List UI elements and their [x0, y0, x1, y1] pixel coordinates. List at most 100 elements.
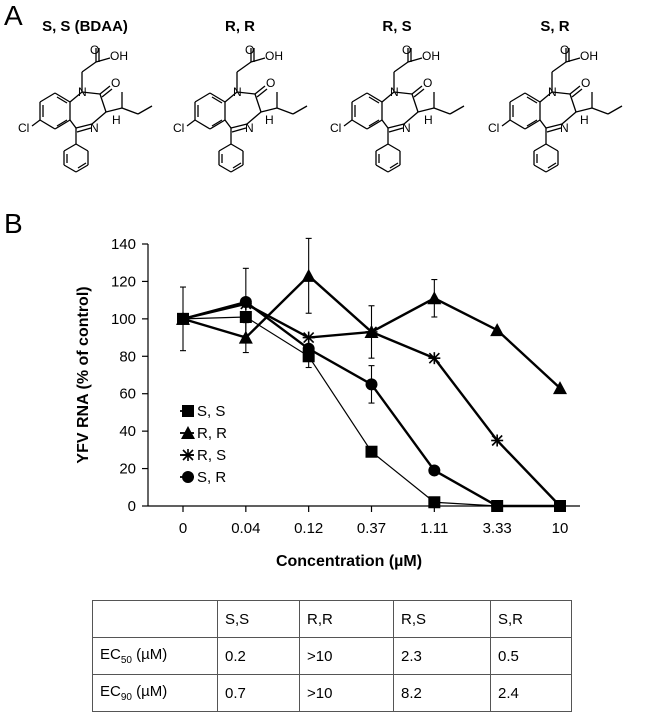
- bond: [539, 119, 547, 129]
- bond: [411, 93, 419, 113]
- atom-labels: N O O OH N Cl H: [330, 43, 440, 135]
- bond: [387, 164, 401, 173]
- bond: [256, 88, 268, 98]
- x-tick-label: 0: [179, 520, 187, 537]
- bond: [105, 107, 123, 113]
- bond: [224, 119, 232, 129]
- structure-title: R, S: [382, 18, 412, 35]
- ec-subscript: 50: [120, 655, 132, 666]
- table-header-cell: [92, 600, 218, 638]
- bonds: [31, 48, 153, 173]
- atom-label: O: [111, 76, 120, 90]
- bond: [224, 91, 238, 103]
- bond: [137, 105, 153, 115]
- bond: [545, 123, 563, 129]
- bond: [561, 111, 577, 125]
- table-header-row: S,S R,R R,S S,R: [92, 600, 572, 638]
- legend-marker: [182, 449, 194, 461]
- table-header-cell: S,S: [217, 600, 300, 638]
- atom-label: N: [78, 85, 87, 99]
- data-point: [427, 291, 442, 305]
- row-label: EC50 (µM): [92, 637, 218, 675]
- bond: [186, 119, 196, 127]
- bond: [56, 119, 68, 127]
- bond: [366, 92, 383, 103]
- atom-labels: N O O OH N Cl H: [18, 43, 128, 135]
- molecule-drawing: N O O OH N Cl H: [488, 43, 623, 173]
- bond: [366, 119, 383, 130]
- data-point: [428, 464, 441, 477]
- atom-label: H: [424, 113, 433, 127]
- bond: [413, 88, 425, 98]
- panel-a-letter: A: [4, 0, 23, 31]
- bond: [121, 107, 139, 115]
- bond: [69, 119, 77, 129]
- bond: [231, 127, 247, 133]
- bond: [211, 119, 223, 127]
- y-axis-label: YFV RNA (% of control): [75, 286, 92, 463]
- y-tick-label: 20: [119, 461, 136, 478]
- data-point: [177, 312, 189, 325]
- bond: [232, 162, 242, 169]
- bond: [533, 143, 547, 152]
- bond: [91, 111, 107, 125]
- atom-label: N: [548, 85, 557, 99]
- data-point: [491, 500, 504, 512]
- bond: [387, 143, 401, 152]
- bond: [351, 119, 368, 130]
- bond: [545, 143, 559, 152]
- x-tick-label: 10: [552, 520, 569, 537]
- bond: [254, 93, 262, 113]
- bond: [254, 85, 266, 95]
- bond: [250, 57, 266, 63]
- bond: [388, 127, 404, 133]
- bond: [77, 162, 87, 169]
- data-point: [302, 331, 315, 344]
- bond: [54, 119, 71, 130]
- bond: [81, 61, 97, 73]
- structure-title: S, S (BDAA): [42, 18, 128, 35]
- ec-label: EC: [100, 646, 121, 663]
- legend-label: R, S: [197, 447, 226, 464]
- bond: [276, 107, 294, 115]
- bond: [95, 57, 111, 63]
- atom-label: O: [581, 76, 590, 90]
- atom-label: N: [560, 121, 569, 135]
- atom-label: N: [233, 85, 242, 99]
- atom-label: N: [390, 85, 399, 99]
- atom-label: OH: [265, 49, 283, 63]
- bond: [547, 162, 557, 169]
- table-row: EC50 (µM) 0.2 >10 2.3 0.5: [92, 637, 572, 675]
- bond: [246, 111, 262, 125]
- bond: [230, 143, 244, 152]
- atom-label: Cl: [18, 121, 29, 135]
- atom-label: N: [90, 121, 99, 135]
- y-tick-label: 0: [128, 498, 136, 515]
- bond: [387, 123, 405, 129]
- data-point: [365, 445, 378, 458]
- bond: [381, 119, 389, 129]
- bond: [381, 91, 395, 103]
- atom-label: OH: [580, 49, 598, 63]
- bond: [194, 92, 211, 103]
- data-point: [491, 434, 504, 447]
- bond: [81, 91, 101, 95]
- atom-label: N: [245, 121, 254, 135]
- y-tick-label: 80: [119, 348, 136, 365]
- bond: [351, 92, 368, 103]
- bond: [449, 105, 465, 115]
- bond: [292, 105, 308, 115]
- data-point: [365, 378, 378, 391]
- bond: [39, 92, 56, 103]
- legend-label: R, R: [197, 425, 227, 442]
- structure-title: R, R: [225, 18, 255, 35]
- x-tick-label: 3.33: [483, 520, 512, 537]
- molecule-drawing: N O O OH N Cl H: [173, 43, 308, 173]
- atom-label: Cl: [173, 121, 184, 135]
- series-4: [177, 267, 566, 512]
- x-tick-label: 0.37: [357, 520, 386, 537]
- bond: [571, 88, 583, 98]
- bond: [501, 119, 511, 127]
- data-point: [302, 342, 315, 355]
- bond: [211, 96, 223, 104]
